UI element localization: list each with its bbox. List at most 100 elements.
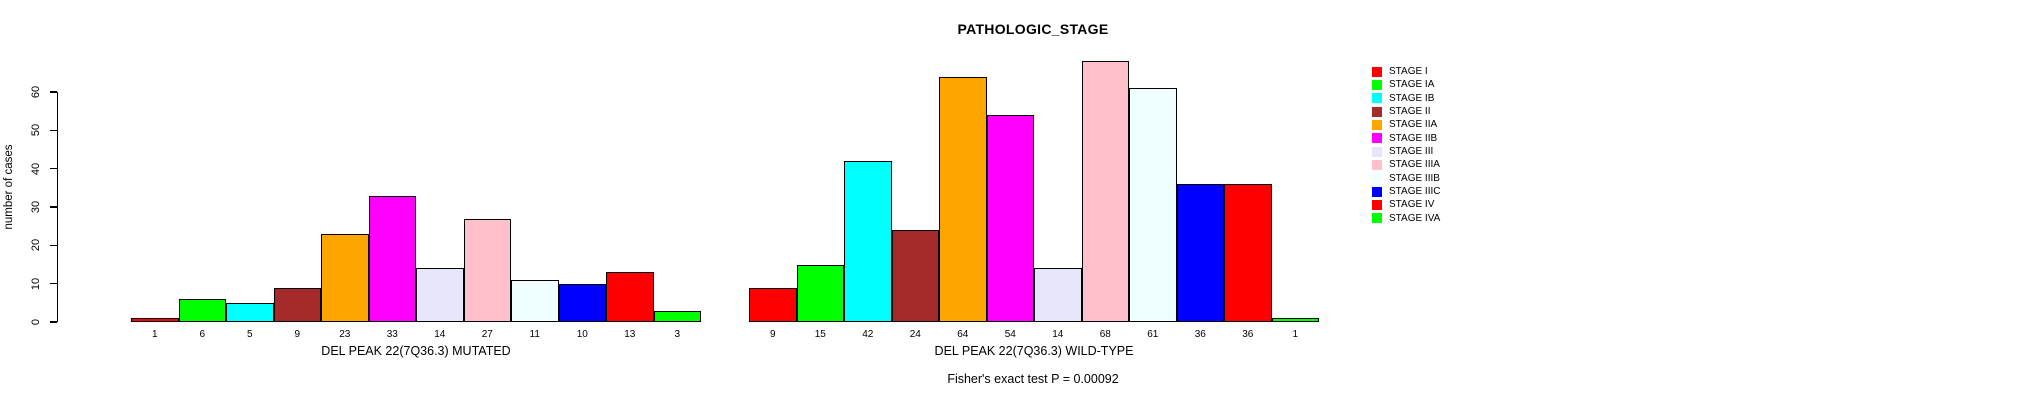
y-axis-label: number of cases (3, 144, 15, 230)
bar-stage-iib (986, 115, 1034, 322)
legend-label: STAGE IIIB (1389, 172, 1440, 184)
legend-swatch (1372, 213, 1382, 224)
legend-item-stage-iiib: STAGE IIIB (1372, 172, 1441, 185)
legend-item-stage-ib: STAGE IB (1372, 92, 1441, 105)
bar-value-label: 68 (1099, 329, 1111, 340)
legend-label: STAGE IIB (1389, 132, 1438, 144)
y-tick (50, 168, 57, 170)
y-tick (50, 91, 57, 93)
legend-swatch (1372, 159, 1382, 170)
legend-label: STAGE IVA (1389, 212, 1441, 224)
legend-label: STAGE III (1389, 146, 1434, 158)
legend-swatch (1372, 133, 1382, 144)
bar-stage-ii (273, 287, 321, 322)
legend-label: STAGE IIA (1389, 119, 1438, 131)
bar-stage-ib (226, 302, 274, 322)
chart-title: PATHOLOGIC_STAGE (957, 21, 1109, 37)
bar-value-label: 33 (386, 329, 398, 340)
bar-stage-iiib (511, 279, 559, 322)
y-tick (50, 283, 57, 285)
bar-value-label: 14 (434, 329, 446, 340)
legend-label: STAGE IA (1389, 79, 1435, 91)
legend-label: STAGE IIIC (1389, 186, 1441, 198)
bar-value-label: 36 (1194, 329, 1206, 340)
bar-stage-i (131, 318, 179, 322)
y-tick-label: 40 (30, 162, 42, 175)
y-tick-label: 50 (30, 124, 42, 137)
bar-stage-ia (796, 264, 844, 322)
legend-swatch (1372, 173, 1382, 184)
bar-value-label: 9 (294, 329, 301, 340)
y-tick (50, 129, 57, 131)
y-tick-label: 60 (30, 85, 42, 99)
y-tick-label: 0 (30, 318, 42, 326)
bar-value-label: 10 (576, 329, 588, 340)
bar-stage-iia (321, 233, 369, 322)
legend-label: STAGE I (1389, 66, 1428, 78)
bar-value-label: 61 (1147, 329, 1159, 340)
y-tick-label: 10 (30, 277, 42, 290)
bar-stage-iva (653, 310, 701, 322)
y-tick (50, 244, 57, 246)
bar-stage-iiia (463, 218, 511, 322)
legend-label: STAGE IB (1389, 92, 1435, 104)
y-tick-label: 30 (30, 200, 42, 214)
bar-stage-iv (606, 272, 654, 322)
legend-item-stage-iiic: STAGE IIIC (1372, 185, 1441, 198)
legend-label: STAGE II (1389, 106, 1431, 118)
bar-stage-ib (844, 161, 892, 322)
bar-value-label: 24 (909, 329, 921, 340)
legend-label: STAGE IV (1389, 199, 1435, 211)
bar-value-label: 5 (246, 329, 253, 340)
bar-stage-iv (1224, 184, 1272, 322)
bar-value-label: 42 (862, 329, 874, 340)
legend-item-stage-iii: STAGE III (1372, 145, 1441, 158)
legend-swatch (1372, 106, 1382, 117)
bar-value-label: 54 (1004, 329, 1016, 340)
legend-swatch (1372, 186, 1382, 197)
legend-item-stage-ia: STAGE IA (1372, 78, 1441, 91)
bar-stage-iii (1034, 268, 1082, 322)
bar-stage-iiia (1081, 61, 1129, 322)
bar-value-label: 64 (957, 329, 969, 340)
fisher-test-note: Fisher's exact test P = 0.00092 (947, 372, 1119, 386)
legend-swatch (1372, 79, 1382, 90)
bar-stage-iiib (1129, 88, 1177, 322)
bar-value-label: 36 (1242, 329, 1254, 340)
legend-item-stage-iiia: STAGE IIIA (1372, 158, 1441, 171)
legend: STAGE I STAGE IA STAGE IB STAGE II STAGE IIA… (1372, 65, 1441, 225)
bar-value-label: 9 (769, 329, 776, 340)
bar-value-label: 27 (481, 329, 493, 340)
bar-stage-i (749, 287, 797, 322)
bar-value-label: 15 (814, 329, 826, 340)
bar-value-label: 3 (674, 329, 681, 340)
legend-swatch (1372, 93, 1382, 104)
bar-value-label: 23 (339, 329, 351, 340)
group-label-wild-type: DEL PEAK 22(7Q36.3) WILD-TYPE (934, 344, 1134, 358)
bar-stage-iia (939, 76, 987, 322)
bar-stage-iii (416, 268, 464, 322)
bar-stage-iiic (558, 283, 606, 322)
y-tick-label: 20 (30, 239, 42, 252)
legend-swatch (1372, 146, 1382, 157)
bar-value-label: 11 (529, 329, 540, 340)
bar-value-label: 6 (199, 329, 206, 340)
legend-swatch (1372, 66, 1382, 77)
bar-stage-iva (1271, 318, 1319, 322)
bar-value-label: 13 (624, 329, 636, 340)
legend-swatch (1372, 119, 1382, 130)
bar-stage-ii (891, 230, 939, 322)
legend-swatch (1372, 199, 1382, 210)
legend-item-stage-ii: STAGE II (1372, 105, 1441, 118)
legend-item-stage-iv: STAGE IV (1372, 198, 1441, 211)
y-tick (50, 206, 57, 208)
bar-value-label: 1 (151, 329, 158, 340)
legend-item-stage-iva: STAGE IVA (1372, 212, 1441, 225)
group-label-mutated: DEL PEAK 22(7Q36.3) MUTATED (321, 344, 511, 358)
bar-stage-iib (368, 195, 416, 322)
legend-item-stage-i: STAGE I (1372, 65, 1441, 78)
y-axis-line (57, 92, 59, 322)
legend-label: STAGE IIIA (1389, 159, 1440, 171)
bar-value-label: 1 (1292, 329, 1299, 340)
